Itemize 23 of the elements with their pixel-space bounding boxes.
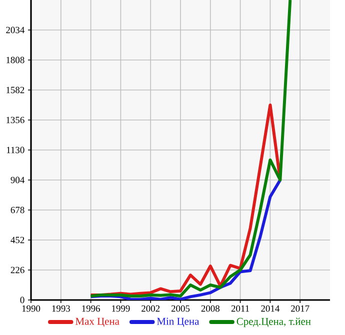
x-tick-label: 2017: [291, 305, 310, 312]
y-tick-label: 0: [20, 296, 24, 304]
y-tick-label: 678: [10, 206, 24, 214]
x-tick-label: 1993: [52, 305, 70, 312]
x-tick-label: 2011: [231, 305, 250, 312]
y-tick-label: 1130: [6, 146, 24, 154]
x-tick-label: 2005: [171, 305, 190, 312]
x-tick-label: 1999: [112, 305, 130, 312]
y-tick-label: 1356: [6, 116, 24, 124]
y-tick-label: 2034: [6, 26, 25, 34]
legend-label: Min Цена: [157, 318, 200, 327]
x-tick-label: 2002: [142, 305, 160, 312]
legend-label: Сред.Цена, т.йен: [236, 318, 311, 328]
x-tick-label: 1990: [22, 305, 40, 312]
legend-label: Max Цена: [76, 318, 120, 327]
y-tick-label: 904: [10, 176, 25, 184]
y-tick-label: 226: [10, 266, 24, 274]
y-tick-label: 1808: [6, 56, 24, 64]
x-tick-label: 1996: [82, 305, 100, 312]
y-tick-label: 452: [10, 236, 24, 244]
x-tick-label: 2008: [201, 305, 220, 312]
x-tick-label: 2014: [261, 305, 280, 312]
y-tick-label: 1582: [6, 86, 24, 94]
